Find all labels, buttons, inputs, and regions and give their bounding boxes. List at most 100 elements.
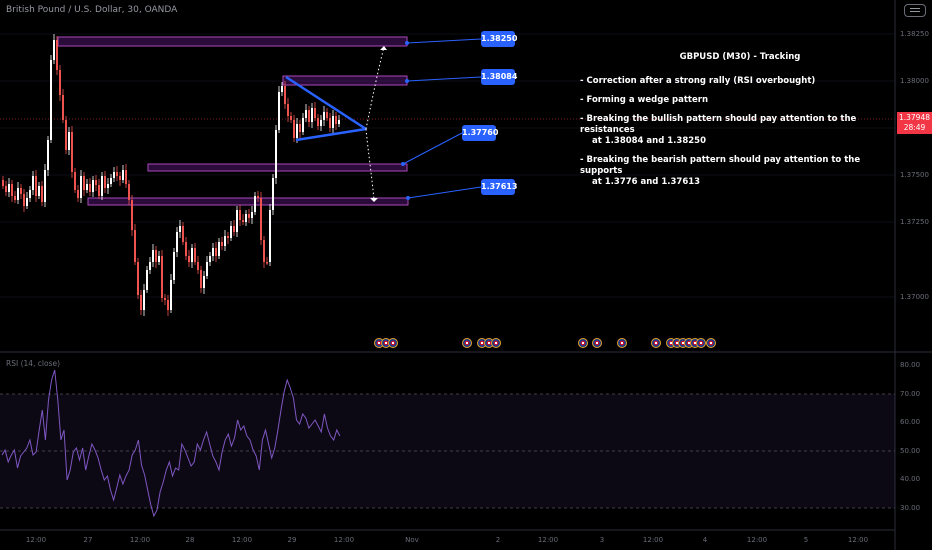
candle-body — [320, 120, 322, 126]
projection-paths — [365, 46, 385, 201]
zone-1-38084 — [282, 75, 408, 86]
rsi-line — [1, 369, 341, 518]
candle-body — [110, 178, 112, 184]
time-axis-label: 2 — [496, 536, 500, 544]
candle-body — [212, 248, 214, 256]
candle-body — [95, 180, 97, 185]
candle-body — [242, 220, 244, 222]
event-flag-icon[interactable] — [617, 338, 627, 348]
candle-body — [329, 118, 331, 128]
candle-body — [278, 92, 280, 130]
candle-body — [236, 210, 238, 232]
event-flag-icon[interactable] — [491, 338, 501, 348]
level-label-3: 1.37760 — [462, 125, 498, 141]
candle-body — [80, 176, 82, 198]
candle-body — [5, 186, 7, 192]
candle-body — [218, 242, 220, 256]
candle-body — [173, 252, 175, 280]
event-flag-icon[interactable] — [462, 338, 472, 348]
time-axis-label: 4 — [703, 536, 708, 544]
candle-body — [14, 196, 16, 200]
candle-body — [119, 176, 121, 180]
price-axis-label: 1.37000 — [900, 293, 929, 301]
candle-body — [116, 172, 118, 176]
event-flag-icon[interactable] — [651, 338, 661, 348]
candle-body — [89, 184, 91, 192]
candle-body — [167, 300, 169, 310]
candle-body — [2, 180, 4, 186]
candle-body — [20, 188, 22, 194]
time-axis-label: Nov — [405, 536, 419, 544]
time-axis-label: 29 — [288, 536, 297, 544]
candle-body — [317, 118, 319, 126]
candle-body — [305, 110, 307, 118]
candle-body — [98, 185, 100, 196]
candle-body — [233, 226, 235, 232]
grid — [0, 33, 895, 298]
candle-body — [293, 120, 295, 138]
rsi-axis-label: 30.00 — [900, 504, 920, 512]
screenshot-button[interactable] — [904, 4, 926, 17]
analysis-title: GBPUSD (M30) - Tracking — [679, 52, 801, 62]
event-flag-icon[interactable] — [388, 338, 398, 348]
candle-body — [203, 276, 205, 288]
time-axis-label: 28 — [186, 536, 195, 544]
candle-body — [287, 104, 289, 116]
rsi-axis-label: 60.00 — [900, 418, 920, 426]
candle-body — [296, 124, 298, 138]
candle-body — [230, 226, 232, 238]
analysis-bullet: - Correction after a strong rally (RSI o… — [580, 76, 816, 86]
event-flag-icon[interactable] — [706, 338, 716, 348]
time-axis-label: 12:00 — [747, 536, 767, 544]
candle-body — [197, 262, 199, 270]
candle-body — [290, 116, 292, 120]
candle-body — [170, 280, 172, 310]
sr-zones — [57, 36, 409, 206]
candle-body — [65, 120, 67, 150]
candle-body — [59, 70, 61, 95]
time-axis[interactable]: 12:00 27 12:00 28 12:00 29 12:00 Nov 2 12:00 3 12:0… — [26, 536, 868, 544]
candle-body — [311, 108, 313, 122]
rsi-axis-label: 40.00 — [900, 475, 920, 483]
candle-body — [23, 194, 25, 206]
candle-body — [128, 184, 130, 200]
event-flag-icon[interactable] — [578, 338, 588, 348]
current-price-tag: 1.37948 28:49 — [897, 112, 932, 134]
candle-body — [302, 118, 304, 132]
price-axis-label: 1.37250 — [900, 218, 929, 226]
candle-body — [77, 190, 79, 198]
projection-arrowheads — [370, 46, 387, 202]
analysis-note: GBPUSD (M30) - Tracking - Correction aft… — [580, 52, 880, 196]
candle-body — [143, 290, 145, 310]
screenshot-icon — [910, 8, 920, 9]
candle-body — [158, 256, 160, 262]
candle-body — [11, 184, 13, 196]
analysis-bullet: - Breaking the bearish pattern should pa… — [580, 155, 861, 187]
price-axis-label: 1.38250 — [900, 30, 929, 38]
candle-body — [272, 178, 274, 210]
time-axis-label: 12:00 — [334, 536, 354, 544]
event-flag-icon[interactable] — [696, 338, 706, 348]
bar-countdown: 28:49 — [903, 123, 926, 132]
candle-body — [38, 186, 40, 196]
candle-body — [101, 176, 103, 196]
candle-body — [161, 256, 163, 298]
candle-body — [263, 240, 265, 262]
time-axis-label: 5 — [804, 536, 808, 544]
price-axis[interactable]: 1.382501.380001.377501.375001.372501.370… — [900, 30, 929, 301]
candle-body — [62, 95, 64, 120]
wedge-pattern — [285, 75, 367, 142]
candle-body — [221, 242, 223, 246]
analysis-bullet: - Forming a wedge pattern — [580, 95, 709, 105]
candle-body — [71, 132, 73, 172]
candle-body — [29, 190, 31, 198]
candle-body — [275, 130, 277, 178]
candle-body — [248, 214, 250, 218]
candle-body — [104, 176, 106, 188]
rsi-axis-label: 80.00 — [900, 361, 920, 369]
event-flag-icon[interactable] — [592, 338, 602, 348]
candle-body — [113, 172, 115, 178]
candle-body — [257, 196, 259, 198]
time-axis-label: 12:00 — [643, 536, 663, 544]
